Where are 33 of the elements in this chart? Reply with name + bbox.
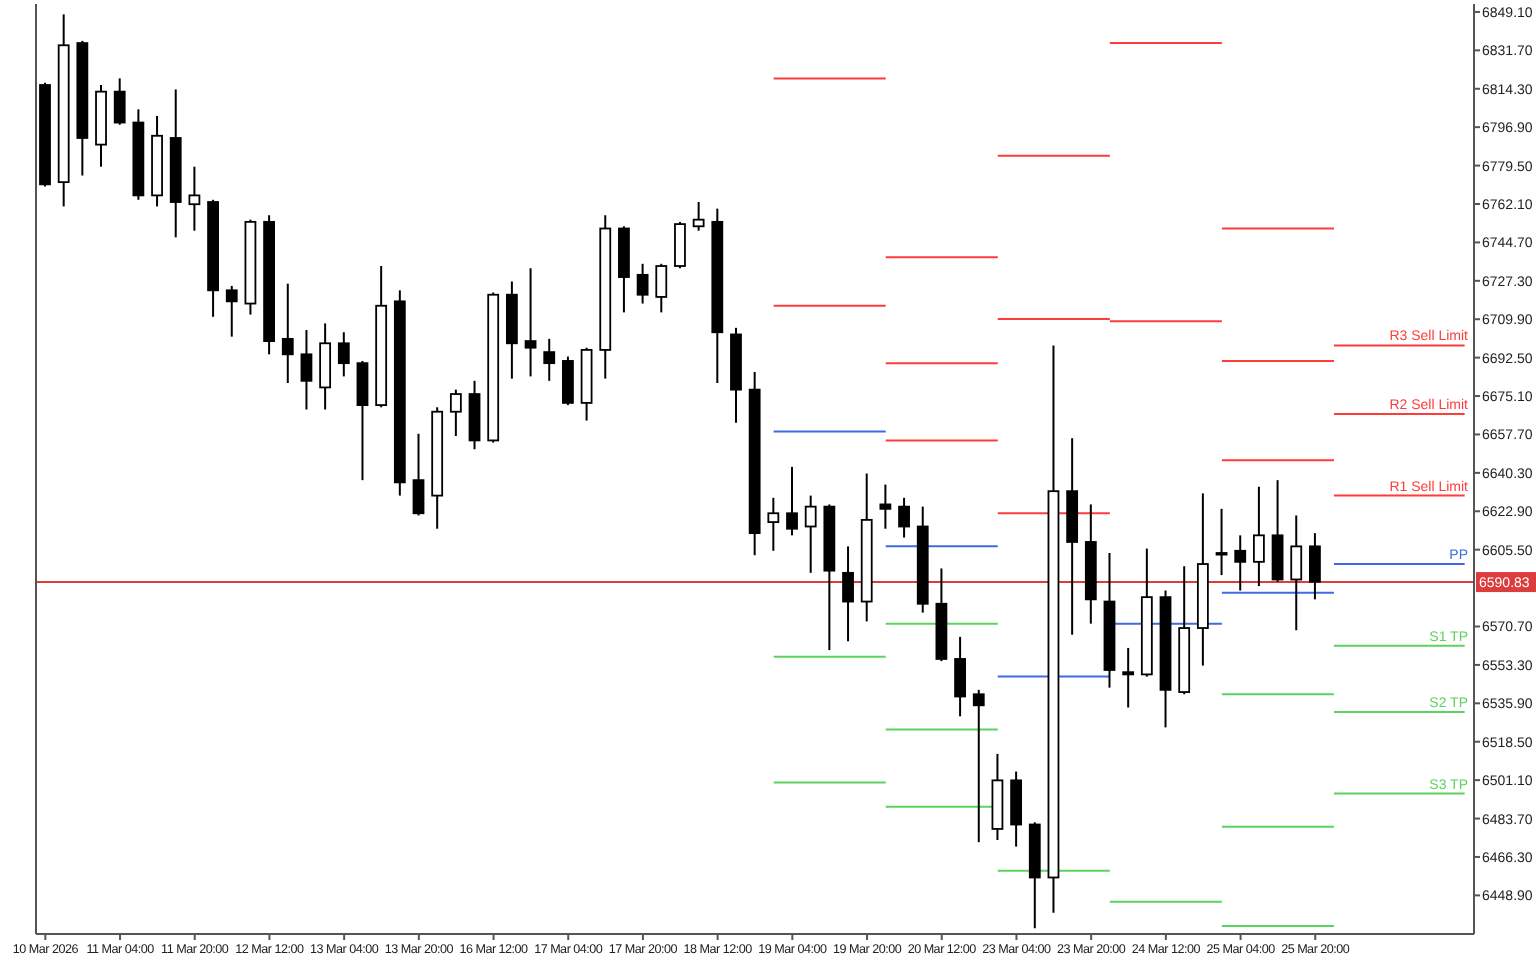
candlestick <box>655 262 668 314</box>
candlestick <box>972 688 985 844</box>
candlestick <box>524 267 537 378</box>
candlestick <box>468 379 481 451</box>
candlestick <box>692 201 705 232</box>
candlestick <box>786 465 798 537</box>
candlestick <box>113 77 126 126</box>
candlestick <box>879 483 892 530</box>
candlestick <box>954 635 966 718</box>
candlestick <box>1253 485 1265 588</box>
candlestick <box>356 359 369 482</box>
candlestick <box>449 388 462 437</box>
candlestick <box>188 165 201 232</box>
candlestick <box>319 322 332 411</box>
candlestick <box>1309 532 1321 601</box>
candlestick <box>842 545 854 643</box>
candlestick <box>281 282 294 385</box>
candlestick <box>412 432 425 517</box>
candlestick <box>225 284 238 338</box>
candlestick <box>804 494 817 574</box>
candlestick <box>562 355 574 407</box>
candlestick <box>674 220 686 270</box>
candlestick <box>337 331 350 378</box>
candlestick <box>1010 770 1023 848</box>
candlestick <box>1234 534 1247 592</box>
candlestick <box>1290 514 1303 632</box>
candlestick <box>1271 479 1284 583</box>
candlestick <box>300 329 313 411</box>
candlestick <box>1122 646 1135 709</box>
candlestick <box>543 337 556 382</box>
candlestick <box>898 496 910 539</box>
candlestick <box>636 262 649 305</box>
candlestick <box>767 496 780 552</box>
